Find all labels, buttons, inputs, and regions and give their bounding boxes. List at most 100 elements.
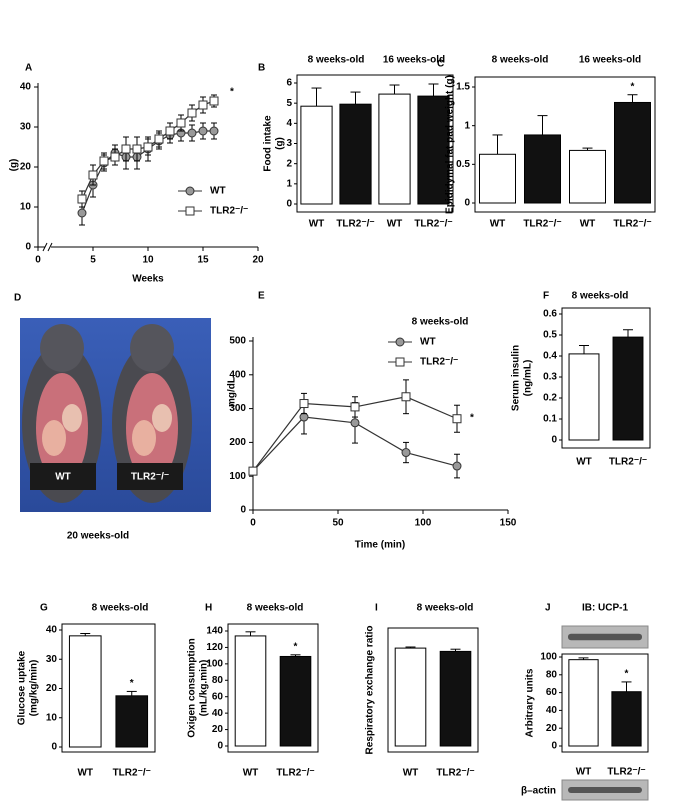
panel-title: 8 weeks-old <box>417 603 474 614</box>
bar <box>569 149 606 204</box>
point <box>209 126 219 136</box>
y-tick-label: 0.1 <box>543 414 557 425</box>
x-tick-label: TLR2⁻/⁻ <box>609 457 647 468</box>
bar <box>68 635 102 748</box>
x-axis-label: Time (min) <box>355 540 405 551</box>
point <box>88 170 98 180</box>
y-tick-label: 2 <box>286 158 292 169</box>
point <box>154 134 164 144</box>
point <box>452 414 462 424</box>
photo-caption: 20 weeks-old <box>67 531 129 542</box>
y-tick-label: 300 <box>229 403 246 414</box>
mouse-tissue <box>132 420 156 456</box>
panel-title: IB: UCP-1 <box>582 603 629 614</box>
y-axis-label: (g) <box>9 159 20 172</box>
plot-frame <box>561 307 651 449</box>
x-tick-label: 0 <box>250 518 256 529</box>
legend-marker <box>185 186 195 196</box>
blot-band <box>568 787 642 793</box>
point <box>198 100 208 110</box>
bar <box>568 353 600 441</box>
y-tick-label: 100 <box>206 658 223 669</box>
panel-letter: J <box>545 603 551 614</box>
point <box>248 466 258 476</box>
y-tick-label: 40 <box>20 82 32 93</box>
bar <box>115 695 149 748</box>
x-tick-label: TLR2⁻/⁻ <box>276 768 314 779</box>
point <box>299 412 309 422</box>
y-axis-label: Respiratory exchange ratio <box>365 626 376 755</box>
y-tick-label: 40 <box>546 705 558 716</box>
point <box>99 156 109 166</box>
y-axis-label: Glucose uptake <box>17 650 28 725</box>
y-axis-label: (ng/mL) <box>523 360 534 397</box>
y-tick-label: 3 <box>286 138 292 149</box>
y-tick-label: 0 <box>51 742 57 753</box>
y-tick-label: 0 <box>551 435 557 446</box>
mouse-tissue <box>62 404 82 432</box>
y-axis-label: Arbitrary units <box>525 668 536 737</box>
point <box>209 96 219 106</box>
x-tick-label: 10 <box>142 255 154 266</box>
bar <box>479 153 516 204</box>
group-label: 8 weeks-old <box>492 55 549 66</box>
x-tick-label: WT <box>576 767 592 778</box>
x-tick-label: 20 <box>252 255 264 266</box>
point <box>187 128 197 138</box>
panel-title: 8 weeks-old <box>92 603 149 614</box>
panel-letter: F <box>543 291 549 302</box>
point <box>165 126 175 136</box>
y-tick-label: 0.6 <box>543 309 557 320</box>
legend-marker <box>395 337 405 347</box>
point <box>401 448 411 458</box>
point <box>452 461 462 471</box>
point <box>121 144 131 154</box>
bar <box>439 650 472 747</box>
y-tick-label: 100 <box>229 471 246 482</box>
legend-title: 8 weeks-old <box>412 317 469 328</box>
point <box>350 418 360 428</box>
x-tick-label: 5 <box>90 255 96 266</box>
y-tick-label: 0 <box>286 199 292 210</box>
panel-letter: A <box>25 63 32 74</box>
significance-star: * <box>130 678 134 689</box>
x-tick-label: WT <box>490 219 506 230</box>
y-tick-label: 140 <box>206 626 223 637</box>
panel-letter: G <box>40 603 48 614</box>
x-tick-label: 100 <box>415 518 432 529</box>
annotation: * <box>230 87 234 98</box>
point <box>110 152 120 162</box>
y-tick-label: 10 <box>20 202 32 213</box>
y-tick-label: 0 <box>25 242 31 253</box>
significance-star: * <box>294 641 298 652</box>
y-tick-label: 20 <box>46 683 58 694</box>
y-tick-label: 60 <box>212 691 224 702</box>
y-tick-label: 60 <box>546 687 558 698</box>
x-tick-label: WT <box>576 457 592 468</box>
y-tick-label: 80 <box>212 675 224 686</box>
panel-letter: C <box>437 59 444 70</box>
x-tick-label: TLR2⁻/⁻ <box>613 219 651 230</box>
y-tick-label: 0.2 <box>543 393 557 404</box>
y-tick-label: 400 <box>229 369 246 380</box>
panel-letter: E <box>258 291 265 302</box>
point <box>187 108 197 118</box>
point <box>77 208 87 218</box>
y-tick-label: 0 <box>240 505 246 516</box>
bar <box>378 93 411 205</box>
x-tick-label: 50 <box>332 518 344 529</box>
y-tick-label: 4 <box>286 118 292 129</box>
x-tick-label: WT <box>243 768 259 779</box>
x-tick-label: WT <box>77 768 93 779</box>
mouse-head <box>130 324 174 372</box>
x-tick-label: 150 <box>500 518 517 529</box>
x-tick-label: TLR2⁻/⁻ <box>607 767 645 778</box>
point <box>143 142 153 152</box>
legend-label: TLR2⁻/⁻ <box>420 357 458 368</box>
blot-label: β–actin <box>521 786 556 797</box>
point <box>198 126 208 136</box>
y-tick-label: 40 <box>212 708 224 719</box>
y-axis-label: (mg/kg/min) <box>29 660 40 717</box>
label-box <box>30 463 96 490</box>
panel-letter: I <box>375 603 378 614</box>
